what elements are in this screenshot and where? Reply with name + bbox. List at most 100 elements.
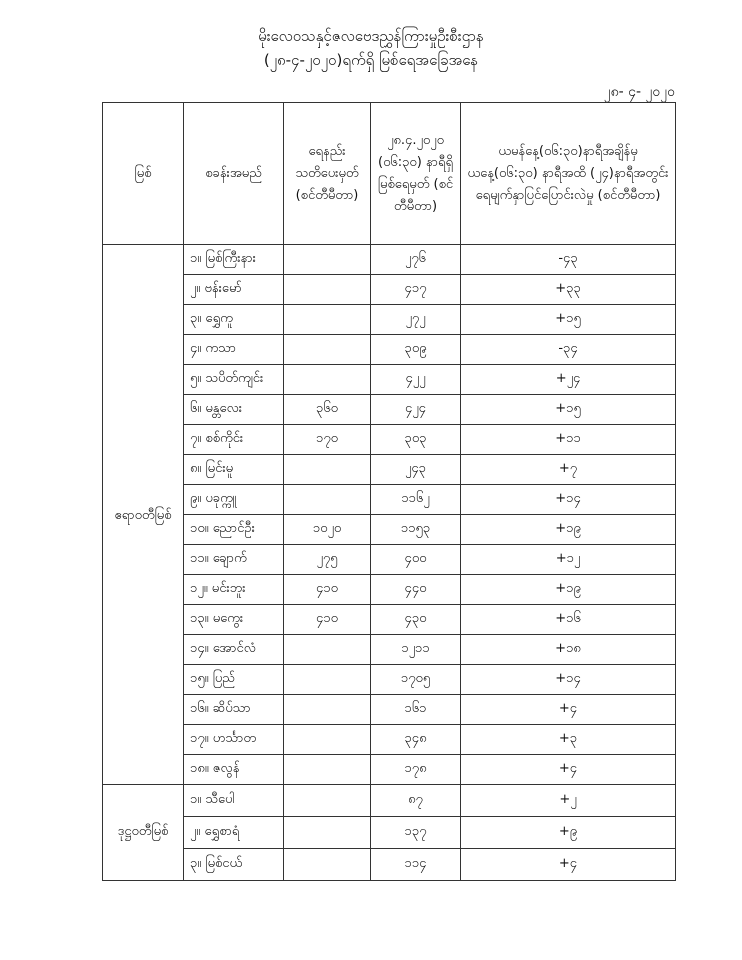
level-change: +၄ bbox=[460, 754, 676, 785]
table-row: ၄။ ကသာ ၃၀၉ -၃၄ bbox=[103, 334, 676, 365]
water-level: ၄၂၂ bbox=[370, 364, 461, 395]
col-24h-change: ယမန်နေ့(၀၆:၃၀)နာရီအချိန်မှ ယနေ့(၀၆:၃၀) န… bbox=[460, 102, 676, 245]
warning-level bbox=[283, 664, 371, 695]
level-change: +၁၁ bbox=[460, 424, 676, 455]
river-name: ဧရာဝတီမြစ် bbox=[102, 244, 184, 785]
water-level: ၁၁၆၂ bbox=[370, 484, 461, 515]
document-title: မိုးလေဝသနှင့်ဇလဗေဒညွှန်ကြားမှုဦးစီးဌာန (… bbox=[0, 24, 742, 72]
table-row: ၈။ မြင်းမူ ၂၄၃ +၇ bbox=[103, 454, 676, 485]
level-change: -၄၃ bbox=[460, 244, 676, 275]
warning-level: ၁၀၂၀ bbox=[283, 514, 371, 545]
water-level: ၁၁၄ bbox=[370, 848, 461, 881]
level-change: +၃၃ bbox=[460, 274, 676, 305]
water-level: ၄၂၄ bbox=[370, 394, 461, 425]
table-row: ၅။ သပိတ်ကျင်း ၄၂၂ +၂၄ bbox=[103, 364, 676, 395]
water-level: ၃၀၃ bbox=[370, 424, 461, 455]
warning-level bbox=[283, 816, 371, 849]
water-level: ၃၄၈ bbox=[370, 724, 461, 755]
warning-level: ၄၁၀ bbox=[283, 604, 371, 635]
station-name: ၂။ ရွှေစာရံ bbox=[183, 816, 284, 849]
warning-level bbox=[283, 274, 371, 305]
station-name: ၄။ ကသာ bbox=[183, 334, 284, 365]
level-change: +၁၉ bbox=[460, 574, 676, 605]
level-change: +၁၅ bbox=[460, 394, 676, 425]
col-warning-level: ရေနည်း သတိပေးမှတ် (စင်တီမီတာ) bbox=[283, 102, 371, 245]
col-river: မြစ် bbox=[102, 102, 184, 245]
station-name: ၁၄။ အောင်လံ bbox=[183, 634, 284, 665]
station-name: ၅။ သပိတ်ကျင်း bbox=[183, 364, 284, 395]
station-name: ၁၀။ ညောင်ဦး bbox=[183, 514, 284, 545]
water-level: ၂၇၂ bbox=[370, 304, 461, 335]
level-change: +၁၆ bbox=[460, 604, 676, 635]
station-name: ၆။ မန္တလေး bbox=[183, 394, 284, 425]
header-row: မြစ် စခန်းအမည် ရေနည်း သတိပေးမှတ် (စင်တီမ… bbox=[102, 102, 676, 245]
water-level: ၁၇၀၅ bbox=[370, 664, 461, 695]
warning-level bbox=[283, 304, 371, 335]
table-row: ၉။ ပခုက္ကူ ၁၁၆၂ +၁၄ bbox=[103, 484, 676, 515]
table-row: ၁၃။ မကွေး ၄၁၀ ၄၃၀ +၁၆ bbox=[103, 604, 676, 635]
level-change: +၉ bbox=[460, 816, 676, 849]
level-change: +၄ bbox=[460, 848, 676, 881]
level-change: -၃၄ bbox=[460, 334, 676, 365]
table-row: ၆။ မန္တလေး ၃၆၀ ၄၂၄ +၁၅ bbox=[103, 394, 676, 425]
warning-level bbox=[283, 694, 371, 725]
water-level: ၁၆၁ bbox=[370, 694, 461, 725]
water-level: ၁၃၇ bbox=[370, 816, 461, 849]
report-date: ၂၈- ၄- ၂၀၂၀ bbox=[603, 84, 675, 100]
table-row: ၃။ မြစ်ငယ် ၁၁၄ +၄ bbox=[103, 848, 676, 881]
subtitle: (၂၈-၄-၂၀၂၀)ရက်ရှိ မြစ်ရေအခြေအနေ bbox=[263, 51, 479, 69]
water-level: ၁၂၁၁ bbox=[370, 634, 461, 665]
table-row: ၁၄။ အောင်လံ ၁၂၁၁ +၁၈ bbox=[103, 634, 676, 665]
station-name: ၁၁။ ချောက် bbox=[183, 544, 284, 575]
warning-level bbox=[283, 634, 371, 665]
table-row: ဒုဋ္ဌဝတီမြစ် ၁။ သီပေါ ၈၇ +၂ bbox=[102, 784, 676, 881]
warning-level bbox=[283, 244, 371, 275]
level-change: +၇ bbox=[460, 454, 676, 485]
level-change: +၁၄ bbox=[460, 484, 676, 515]
table-row: ၁၆။ ဆိပ်သာ ၁၆၁ +၄ bbox=[103, 694, 676, 725]
station-name: ၁၈။ ဇလွန် bbox=[183, 754, 284, 785]
water-level: ၄၁၇ bbox=[370, 274, 461, 305]
col-water-level: ၂၈.၄.၂၀၂၀ (၀၆:၃၀) နာရီရှိ မြစ်ရေမှတ် (စင… bbox=[370, 102, 461, 245]
river-level-table: မြစ် စခန်းအမည် ရေနည်း သတိပေးမှတ် (စင်တီမ… bbox=[102, 102, 676, 881]
level-change: +၄ bbox=[460, 694, 676, 725]
station-name: ၁။ သီပေါ bbox=[183, 784, 284, 817]
warning-level bbox=[283, 334, 371, 365]
station-name: ၉။ ပခုက္ကူ bbox=[183, 484, 284, 515]
table-row: ၃။ ရွှေကူ ၂၇၂ +၁၅ bbox=[103, 304, 676, 335]
station-name: ၃။ မြစ်ငယ် bbox=[183, 848, 284, 881]
level-change: +၁၂ bbox=[460, 544, 676, 575]
table-row: ၁၀။ ညောင်ဦး ၁၀၂၀ ၁၁၅၃ +၁၉ bbox=[103, 514, 676, 545]
warning-level bbox=[283, 754, 371, 785]
station-name: ၂။ ဗန်းမော် bbox=[183, 274, 284, 305]
table-row: ၁၈။ ဇလွန် ၁၇၈ +၄ bbox=[103, 754, 676, 785]
station-name: ၁၇။ ဟင်္သာတ bbox=[183, 724, 284, 755]
station-name: ၁၅။ ပြည် bbox=[183, 664, 284, 695]
table-row: ၁၇။ ဟင်္သာတ ၃၄၈ +၃ bbox=[103, 724, 676, 755]
warning-level: ၃၆၀ bbox=[283, 394, 371, 425]
water-level: ၃၀၉ bbox=[370, 334, 461, 365]
table-row: ၂။ ဗန်းမော် ၄၁၇ +၃၃ bbox=[103, 274, 676, 305]
level-change: +၁၈ bbox=[460, 634, 676, 665]
water-level: ၁၁၅၃ bbox=[370, 514, 461, 545]
warning-level bbox=[283, 784, 371, 817]
water-level: ၂၇၆ bbox=[370, 244, 461, 275]
table-row: ဧရာဝတီမြစ် ၁။ မြစ်ကြီးနား ၂၇၆ -၄၃ bbox=[102, 244, 676, 785]
warning-level bbox=[283, 454, 371, 485]
warning-level: ၄၁၀ bbox=[283, 574, 371, 605]
table-row: ၂။ ရွှေစာရံ ၁၃၇ +၉ bbox=[103, 816, 676, 849]
warning-level: ၁၇၀ bbox=[283, 424, 371, 455]
level-change: +၁၄ bbox=[460, 664, 676, 695]
level-change: +၁၉ bbox=[460, 514, 676, 545]
water-level: ၄၄၀ bbox=[370, 574, 461, 605]
table-row: ၁၂။ မင်းဘူး ၄၁၀ ၄၄၀ +၁၉ bbox=[103, 574, 676, 605]
water-level: ၂၄၃ bbox=[370, 454, 461, 485]
station-name: ၇။ စစ်ကိုင်း bbox=[183, 424, 284, 455]
table-row: ၁၁။ ချောက် ၂၇၅ ၄၀၀ +၁၂ bbox=[103, 544, 676, 575]
warning-level: ၂၇၅ bbox=[283, 544, 371, 575]
warning-level bbox=[283, 724, 371, 755]
station-name: ၁၂။ မင်းဘူး bbox=[183, 574, 284, 605]
level-change: +၃ bbox=[460, 724, 676, 755]
table-row: ၇။ စစ်ကိုင်း ၁၇၀ ၃၀၃ +၁၁ bbox=[103, 424, 676, 455]
level-change: +၂၄ bbox=[460, 364, 676, 395]
